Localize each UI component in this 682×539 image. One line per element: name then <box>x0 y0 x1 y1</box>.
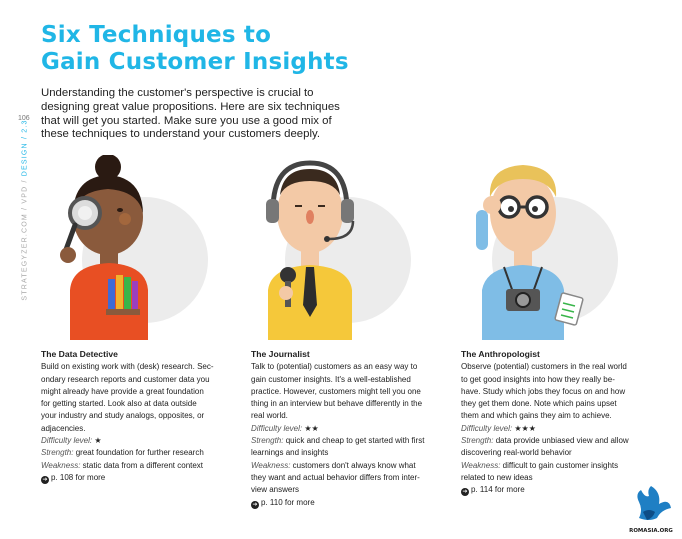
column-heading: The Anthropologist <box>461 349 540 359</box>
weakness-line: Weakness: difficult to gain customer ins… <box>461 460 619 470</box>
more-link[interactable]: ➔ p. 108 for more <box>41 472 106 484</box>
site-logo: ROMASIA.ORG <box>629 486 673 534</box>
logo-text: ROMASIA.ORG <box>629 528 673 534</box>
page-title: Six Techniques to Gain Customer Insights <box>41 22 349 75</box>
strength-line: Strength: quick and cheap to get started… <box>251 436 425 446</box>
arrow-right-icon: ➔ <box>41 475 49 484</box>
weakness-line: Weakness: static data from a different c… <box>41 460 204 470</box>
anthropologist-illustration <box>476 165 618 340</box>
difficulty-line: Difficulty level: ★★★ <box>461 423 536 433</box>
column-anthropologist: The Anthropologist Observe (potential) c… <box>461 348 661 497</box>
strength-line: Strength: great foundation for further r… <box>41 448 204 458</box>
difficulty-line: Difficulty level: ★ <box>41 436 102 446</box>
side-section-label: STRATEGYZER.COM / VPD / DESIGN / 2.3 <box>21 119 29 301</box>
column-data-detective: The Data Detective Build on existing wor… <box>41 348 241 484</box>
page-number: 106 <box>18 115 30 122</box>
more-link[interactable]: ➔ p. 110 for more <box>251 497 315 509</box>
difficulty-line: Difficulty level: ★★ <box>251 423 319 433</box>
data-detective-illustration <box>60 155 208 340</box>
column-heading: The Data Detective <box>41 349 118 359</box>
arrow-right-icon: ➔ <box>461 488 469 497</box>
weakness-line: Weakness: customers don't always know wh… <box>251 460 416 470</box>
strength-line: Strength: data provide unbiased view and… <box>461 436 629 446</box>
intro-paragraph: Understanding the customer's perspective… <box>41 87 340 141</box>
column-journalist: The Journalist Talk to (potential) custo… <box>251 348 451 509</box>
arrow-right-icon: ➔ <box>251 500 259 509</box>
more-link[interactable]: ➔ p. 114 for more <box>461 485 525 497</box>
column-heading: The Journalist <box>251 349 310 359</box>
journalist-illustration <box>266 160 411 340</box>
